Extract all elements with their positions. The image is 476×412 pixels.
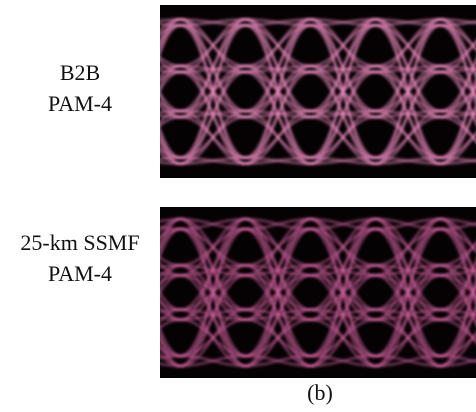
caption: (b) [307, 380, 333, 405]
panel-label: 25-km SSMF [20, 230, 139, 255]
eye-trace [160, 18, 185, 55]
panel-label: PAM-4 [48, 91, 112, 116]
eye-trace [160, 24, 185, 58]
panel-label: B2B [60, 60, 100, 85]
eye-trace [436, 358, 476, 368]
eye-trace [160, 273, 185, 296]
eye-diagram [160, 18, 476, 165]
eye-trace [160, 64, 185, 90]
eye-trace [160, 227, 185, 260]
eye-trace [160, 217, 185, 255]
panel-label: PAM-4 [48, 261, 112, 286]
eye-trace [436, 158, 476, 165]
eye-trace [160, 263, 185, 290]
eye-trace [160, 70, 185, 93]
eye-diagram [160, 217, 476, 368]
